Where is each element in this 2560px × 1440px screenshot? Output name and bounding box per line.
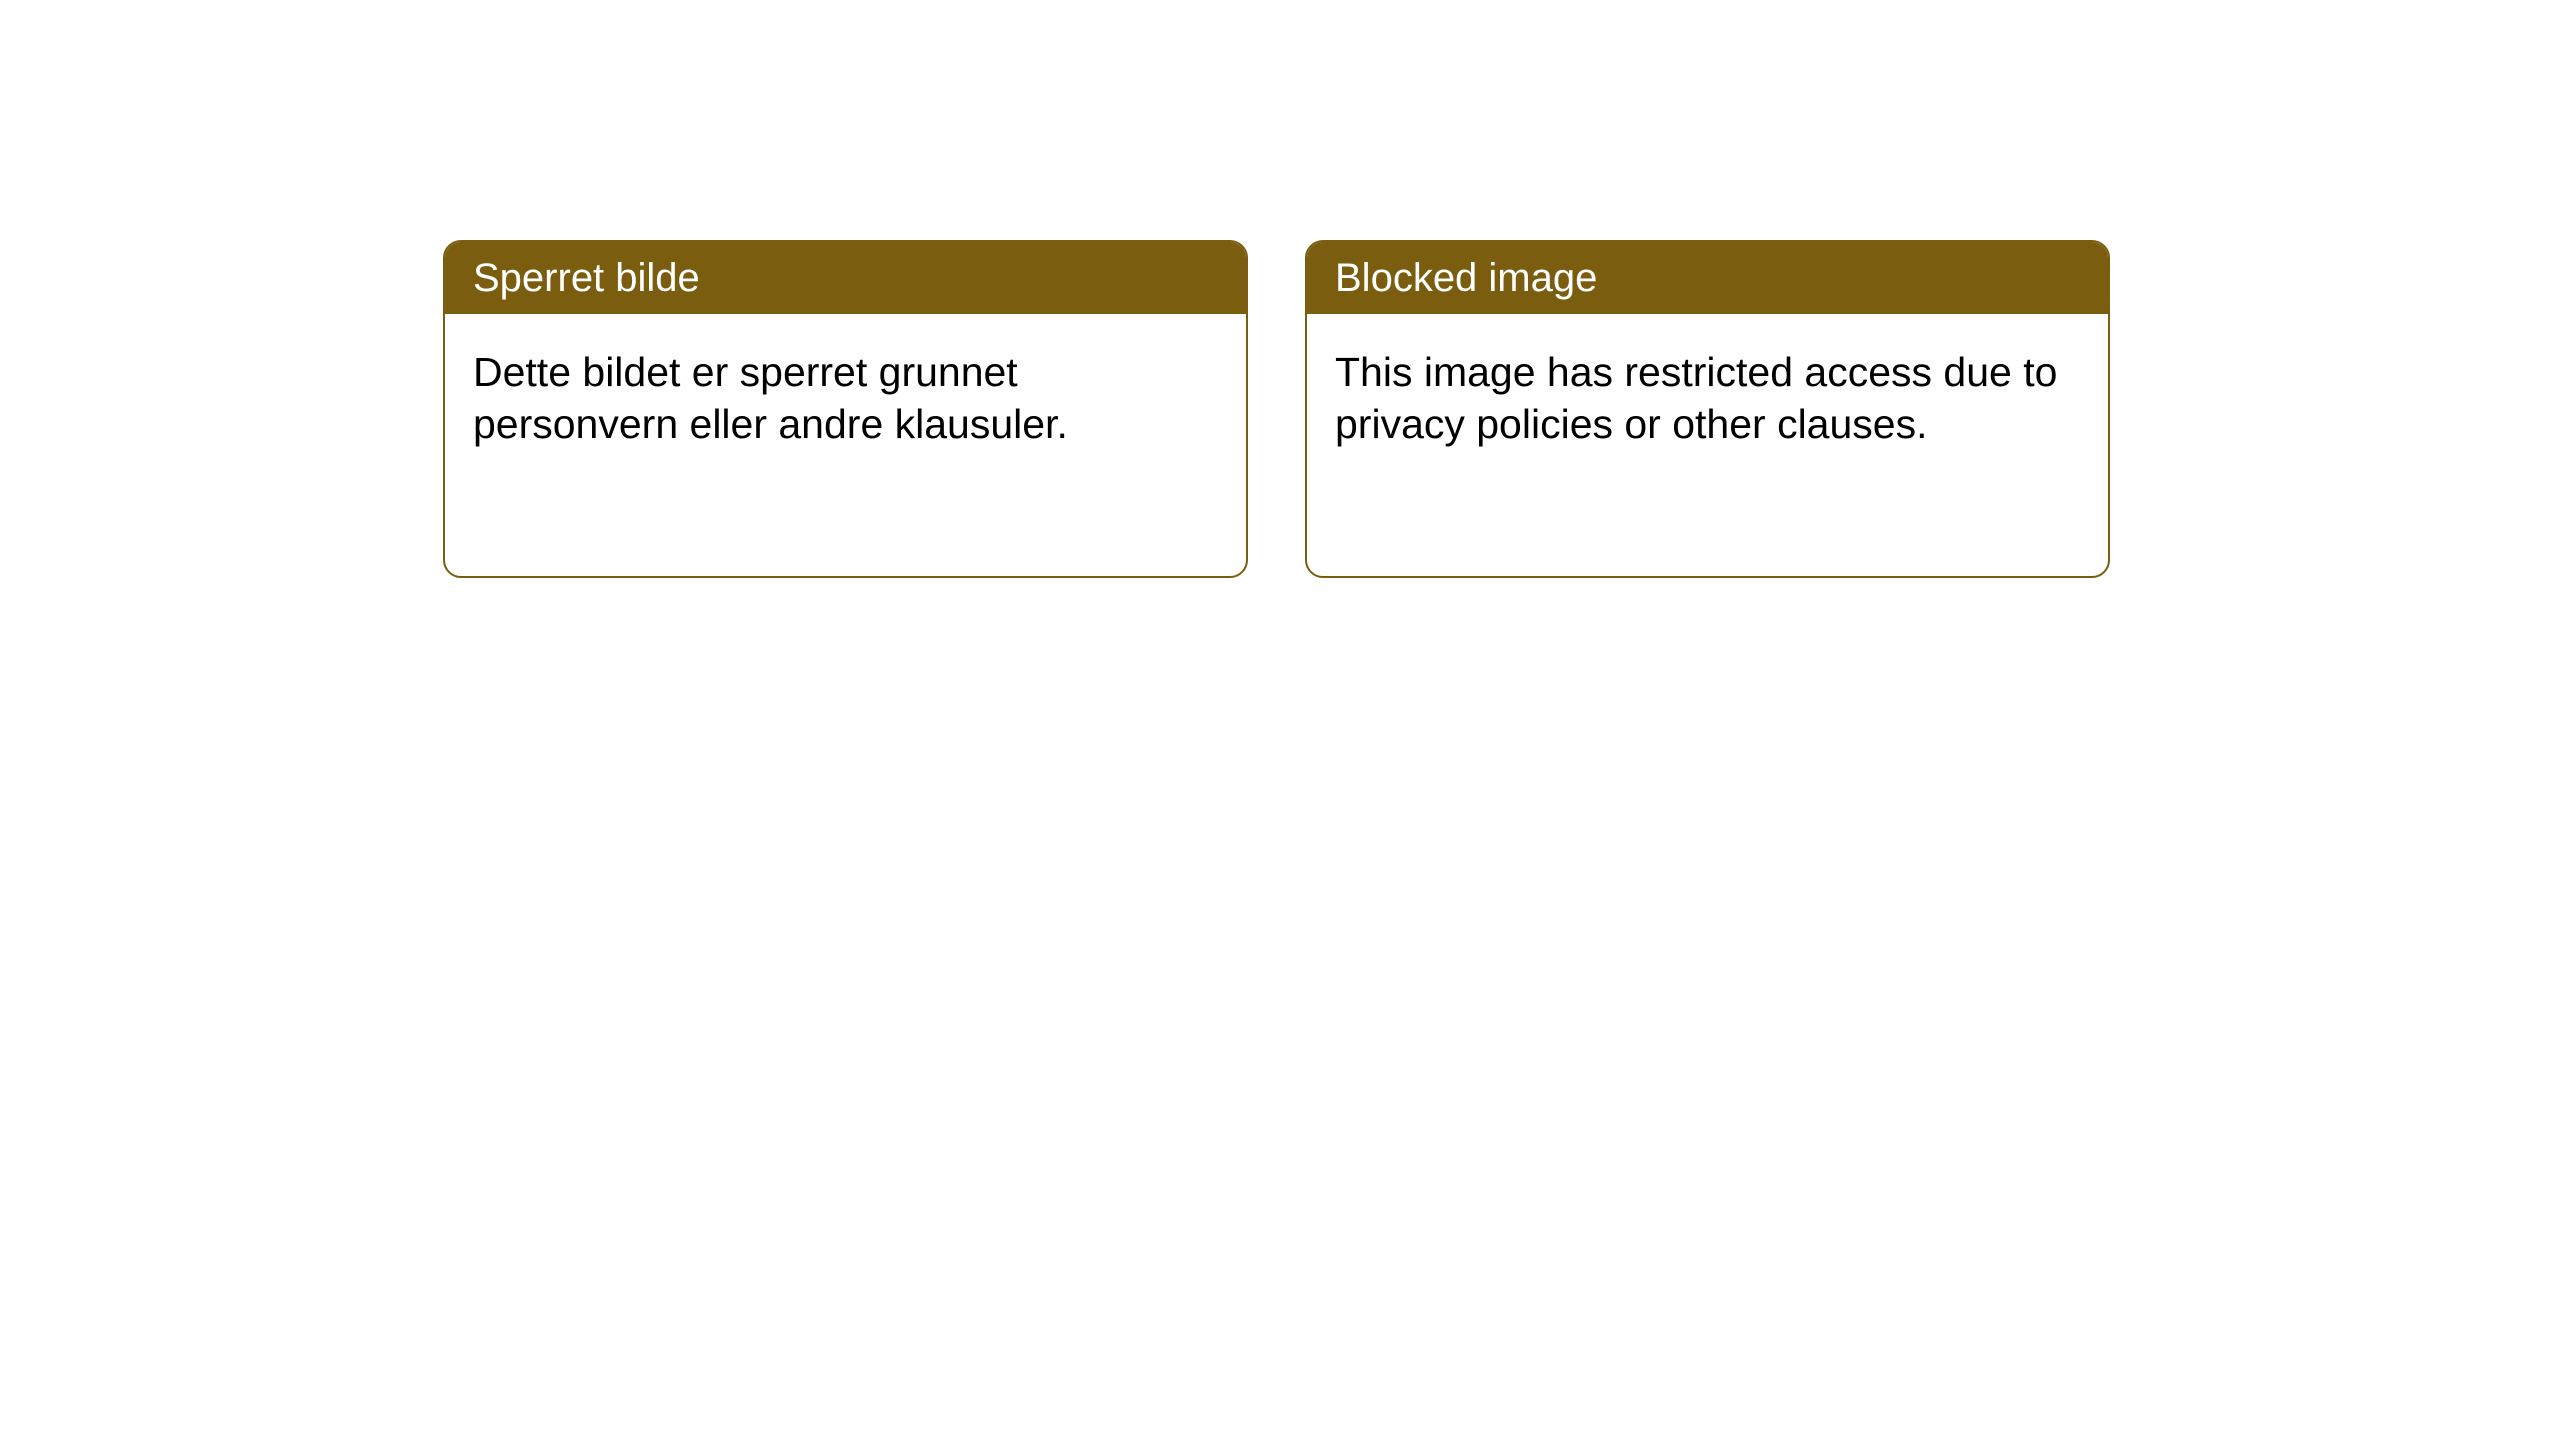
notice-card-norwegian: Sperret bilde Dette bildet er sperret gr… xyxy=(443,240,1248,578)
notice-header-english: Blocked image xyxy=(1307,242,2108,314)
notice-container: Sperret bilde Dette bildet er sperret gr… xyxy=(443,240,2110,578)
notice-card-english: Blocked image This image has restricted … xyxy=(1305,240,2110,578)
notice-header-norwegian: Sperret bilde xyxy=(445,242,1246,314)
notice-body-english: This image has restricted access due to … xyxy=(1307,314,2108,483)
notice-body-norwegian: Dette bildet er sperret grunnet personve… xyxy=(445,314,1246,483)
